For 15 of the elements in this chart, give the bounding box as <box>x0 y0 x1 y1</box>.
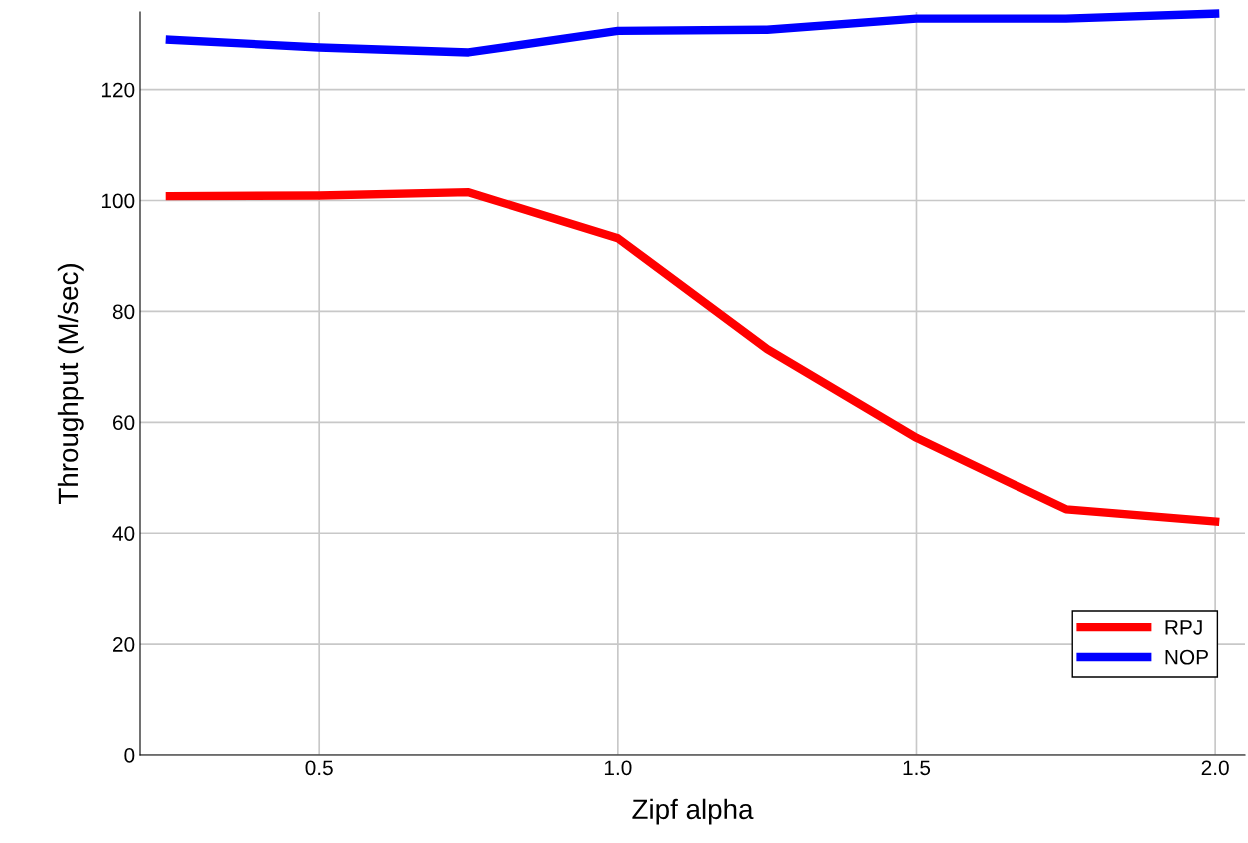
x-tick-label: 2.0 <box>1201 760 1229 776</box>
y-tick-label: 120 <box>101 82 135 98</box>
legend-label: NOP <box>1165 649 1208 665</box>
y-tick-label: 40 <box>112 526 135 541</box>
x-tick-label: 1.0 <box>604 760 632 776</box>
legend-label: RPJ <box>1165 620 1202 635</box>
x-axis-title: Zipf alpha <box>632 798 754 825</box>
x-tick-label: 0.5 <box>305 760 333 776</box>
x-tick-label: 1.5 <box>903 760 931 776</box>
y-tick-label: 0 <box>124 748 135 763</box>
y-tick-label: 100 <box>101 193 135 209</box>
y-tick-label: 80 <box>112 304 135 320</box>
y-axis-title: Throughput (M/sec) <box>57 264 84 505</box>
y-tick-label: 20 <box>113 637 135 652</box>
y-tick-label: 60 <box>113 415 135 431</box>
